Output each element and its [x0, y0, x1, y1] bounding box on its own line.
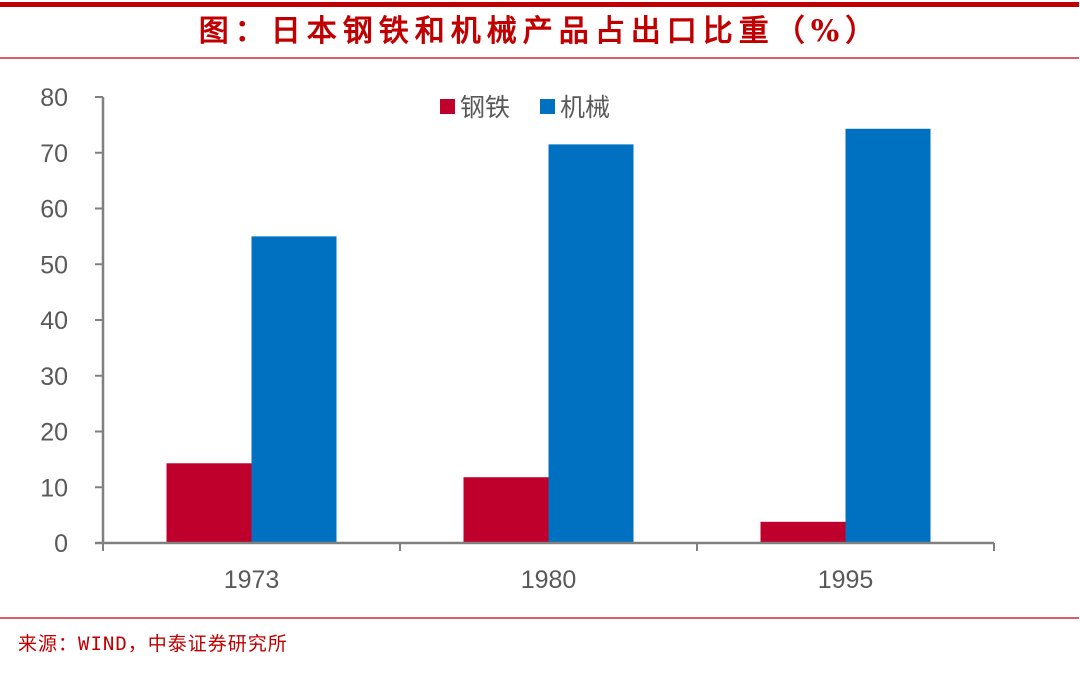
y-tick-label: 50: [40, 251, 68, 279]
y-tick-label: 30: [40, 363, 68, 391]
x-tick-label: 1980: [521, 566, 577, 594]
x-tick-label: 1995: [818, 566, 874, 594]
bar-1973-1: [251, 236, 337, 543]
header-top-bar: [0, 2, 1079, 7]
legend-swatch: [440, 99, 455, 114]
legend: 钢铁 机械: [440, 94, 610, 122]
y-tick-label: 0: [54, 530, 68, 558]
y-tick-label: 20: [40, 419, 68, 447]
x-axis: 1973 1980 1995: [95, 541, 995, 594]
bar-1973-0: [166, 463, 252, 543]
bar-1980-1: [548, 144, 634, 543]
title-divider: [0, 57, 1079, 59]
y-tick-label: 80: [40, 84, 68, 112]
y-tick-label: 10: [40, 474, 68, 502]
bar-1995-0: [760, 521, 846, 543]
chart-title: 图：日本钢铁和机械产品占出口比重（%）: [198, 14, 882, 49]
bar-1980-0: [463, 477, 549, 543]
y-tick-label: 40: [40, 307, 68, 335]
source-note: 来源：WIND，中泰证券研究所: [18, 633, 288, 655]
y-tick-label: 70: [40, 140, 68, 168]
y-tick-label: 60: [40, 196, 68, 224]
bars: [166, 128, 931, 543]
footer-divider: [0, 617, 1079, 619]
x-tick-label: 1973: [224, 566, 280, 594]
legend-label: 机械: [560, 94, 610, 122]
legend-label: 钢铁: [460, 94, 510, 122]
y-axis: 0 10 20 30 40 50 60 70 80: [40, 84, 105, 558]
bar-1995-1: [845, 128, 931, 543]
legend-swatch: [540, 99, 555, 114]
